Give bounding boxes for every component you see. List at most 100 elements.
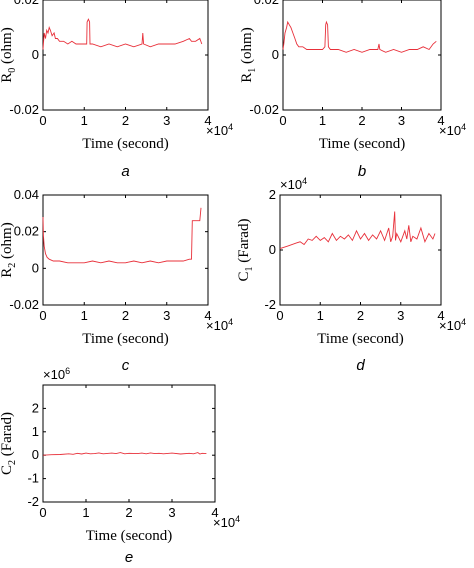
plot-frame (42, 0, 209, 111)
y-tick-label: 0.02 (14, 224, 39, 239)
y-tick-label: 0.04 (14, 187, 39, 202)
y-tick-label: -0.02 (249, 102, 279, 117)
panel-caption: d (356, 357, 365, 374)
y-tick-label: 0.02 (254, 0, 279, 7)
x-tick-label: 4 (437, 113, 444, 128)
x-tick-label: 0 (276, 308, 283, 323)
x-multiplier-exp: 4 (461, 122, 466, 132)
y-tick-label: -2 (27, 494, 39, 509)
x-tick-label: 0 (279, 113, 286, 128)
series-line-c-0 (42, 207, 202, 264)
y-axis-label: R1 (ohm) (239, 27, 258, 82)
series-line-e-0 (42, 452, 207, 456)
y-axis-label: C1 (Farad) (236, 219, 255, 282)
series-line-b-0 (282, 20, 437, 53)
x-multiplier-exp: 4 (228, 122, 233, 132)
y-tick-label: 0 (32, 260, 39, 275)
y-tick-label: 2 (32, 400, 39, 415)
x-tick-label: 0 (39, 113, 46, 128)
x-axis-label: Time (second) (317, 331, 404, 347)
y-tick-label: -0.02 (9, 102, 39, 117)
x-tick-label: 2 (125, 505, 132, 520)
x-multiplier-exp: 4 (461, 317, 466, 327)
y-label-sub: 2 (7, 263, 18, 268)
x-axis-label: Time (second) (82, 331, 169, 347)
x-multiplier-exp: 4 (228, 317, 233, 327)
plot-frame (282, 0, 442, 111)
x-axis-label: Time (second) (86, 528, 173, 544)
x-tick-label: 2 (122, 113, 129, 128)
y-label-main: C (0, 465, 15, 475)
x-tick-label: 1 (319, 113, 326, 128)
y-label-sub: 0 (7, 68, 18, 73)
x-tick-label: 1 (81, 308, 88, 323)
x-tick-label: 3 (398, 113, 405, 128)
x-tick-label: 3 (163, 113, 170, 128)
y-label-sub: 1 (244, 266, 255, 271)
x-tick-label: 1 (81, 113, 88, 128)
x-tick-label: 0 (39, 505, 46, 520)
y-tick-label: 0.02 (14, 0, 39, 7)
y-label-main: R (239, 73, 255, 83)
y-axis-label: R2 (ohm) (0, 222, 18, 277)
y-tick-label: -1 (27, 471, 39, 486)
x-tick-label: 3 (397, 308, 404, 323)
x-tick-label: 4 (437, 308, 444, 323)
x-multiplier: ×104 (206, 317, 233, 333)
y-label-unit: (ohm) (0, 27, 15, 67)
y-multiplier-exp: 6 (65, 366, 70, 376)
x-multiplier: ×104 (439, 122, 466, 138)
y-multiplier-exp: 4 (302, 176, 307, 186)
y-multiplier: ×104 (280, 176, 307, 192)
y-label-unit: (ohm) (239, 27, 255, 67)
y-label-main: R (0, 73, 15, 83)
y-tick-label: -0.02 (9, 297, 39, 312)
y-label-main: R (0, 268, 15, 278)
y-tick-label: 0 (32, 47, 39, 62)
x-tick-label: 2 (358, 113, 365, 128)
x-tick-label: 4 (204, 113, 211, 128)
y-axis-label: R0 (ohm) (0, 27, 18, 82)
plot-frame (279, 194, 442, 306)
x-tick-label: 3 (168, 505, 175, 520)
x-axis-label: Time (second) (319, 136, 406, 152)
plot-frame (42, 194, 209, 306)
y-label-sub: 2 (7, 460, 18, 465)
series-line-a-0 (42, 18, 203, 50)
y-label-unit: (Farad) (0, 412, 15, 460)
y-tick-label: 0 (269, 242, 276, 257)
y-tick-label: 1 (32, 424, 39, 439)
x-tick-label: 4 (211, 505, 218, 520)
y-axis-label: C2 (Farad) (0, 412, 18, 475)
x-tick-label: 2 (122, 308, 129, 323)
x-multiplier: ×104 (206, 122, 233, 138)
x-tick-label: 3 (163, 308, 170, 323)
x-multiplier-exp: 4 (235, 514, 240, 524)
x-tick-label: 2 (357, 308, 364, 323)
x-tick-label: 1 (82, 505, 89, 520)
y-label-sub: 1 (247, 68, 258, 73)
y-label-unit: (Farad) (236, 219, 252, 267)
y-label-main: C (236, 271, 252, 281)
x-multiplier: ×104 (213, 514, 240, 530)
panel-caption: a (121, 163, 129, 180)
x-tick-label: 1 (317, 308, 324, 323)
x-axis-label: Time (second) (82, 136, 169, 152)
y-label-unit: (ohm) (0, 222, 15, 262)
panel-caption: c (122, 357, 130, 374)
y-tick-label: 2 (269, 187, 276, 202)
y-tick-label: 0 (272, 47, 279, 62)
y-multiplier: ×106 (43, 366, 70, 382)
plot-frame (42, 384, 216, 503)
panel-caption: e (125, 549, 133, 566)
y-tick-label: 0 (32, 447, 39, 462)
x-multiplier: ×104 (439, 317, 466, 333)
x-tick-label: 4 (204, 308, 211, 323)
series-line-d-0 (279, 211, 436, 250)
